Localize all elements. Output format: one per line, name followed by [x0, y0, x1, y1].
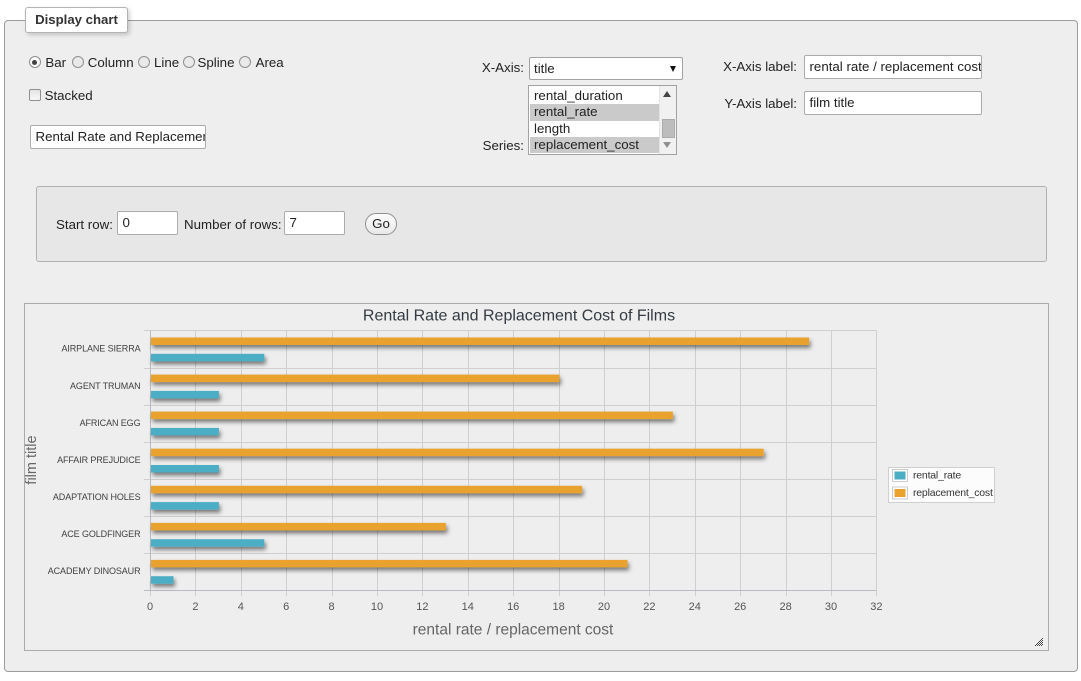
svg-text:32: 32: [870, 601, 882, 613]
svg-text:30: 30: [825, 601, 837, 613]
svg-text:12: 12: [416, 601, 428, 613]
svg-text:ACADEMY DINOSAUR: ACADEMY DINOSAUR: [48, 566, 141, 576]
svg-text:rental rate / replacement cost: rental rate / replacement cost: [413, 622, 614, 639]
svg-text:10: 10: [371, 601, 383, 613]
svg-text:film title: film title: [25, 435, 40, 484]
svg-text:rental_rate: rental_rate: [913, 470, 961, 482]
svg-text:0: 0: [147, 601, 153, 613]
svg-text:Rental Rate and Replacement Co: Rental Rate and Replacement Cost of Film…: [363, 308, 675, 325]
svg-text:AGENT TRUMAN: AGENT TRUMAN: [70, 381, 140, 391]
svg-text:replacement_cost: replacement_cost: [913, 487, 993, 499]
svg-text:2: 2: [192, 601, 198, 613]
svg-text:ACE GOLDFINGER: ACE GOLDFINGER: [61, 529, 141, 539]
svg-text:6: 6: [283, 601, 289, 613]
svg-text:20: 20: [598, 601, 610, 613]
svg-text:4: 4: [238, 601, 244, 613]
svg-text:AFFAIR PREJUDICE: AFFAIR PREJUDICE: [57, 455, 141, 465]
svg-text:22: 22: [643, 601, 655, 613]
svg-text:26: 26: [734, 601, 746, 613]
svg-text:AIRPLANE SIERRA: AIRPLANE SIERRA: [61, 344, 140, 354]
svg-text:14: 14: [462, 601, 474, 613]
svg-text:18: 18: [552, 601, 564, 613]
svg-text:28: 28: [779, 601, 791, 613]
svg-text:AFRICAN EGG: AFRICAN EGG: [80, 418, 141, 428]
svg-text:24: 24: [689, 601, 701, 613]
svg-text:16: 16: [507, 601, 519, 613]
svg-text:8: 8: [329, 601, 335, 613]
svg-text:ADAPTATION HOLES: ADAPTATION HOLES: [53, 492, 141, 502]
